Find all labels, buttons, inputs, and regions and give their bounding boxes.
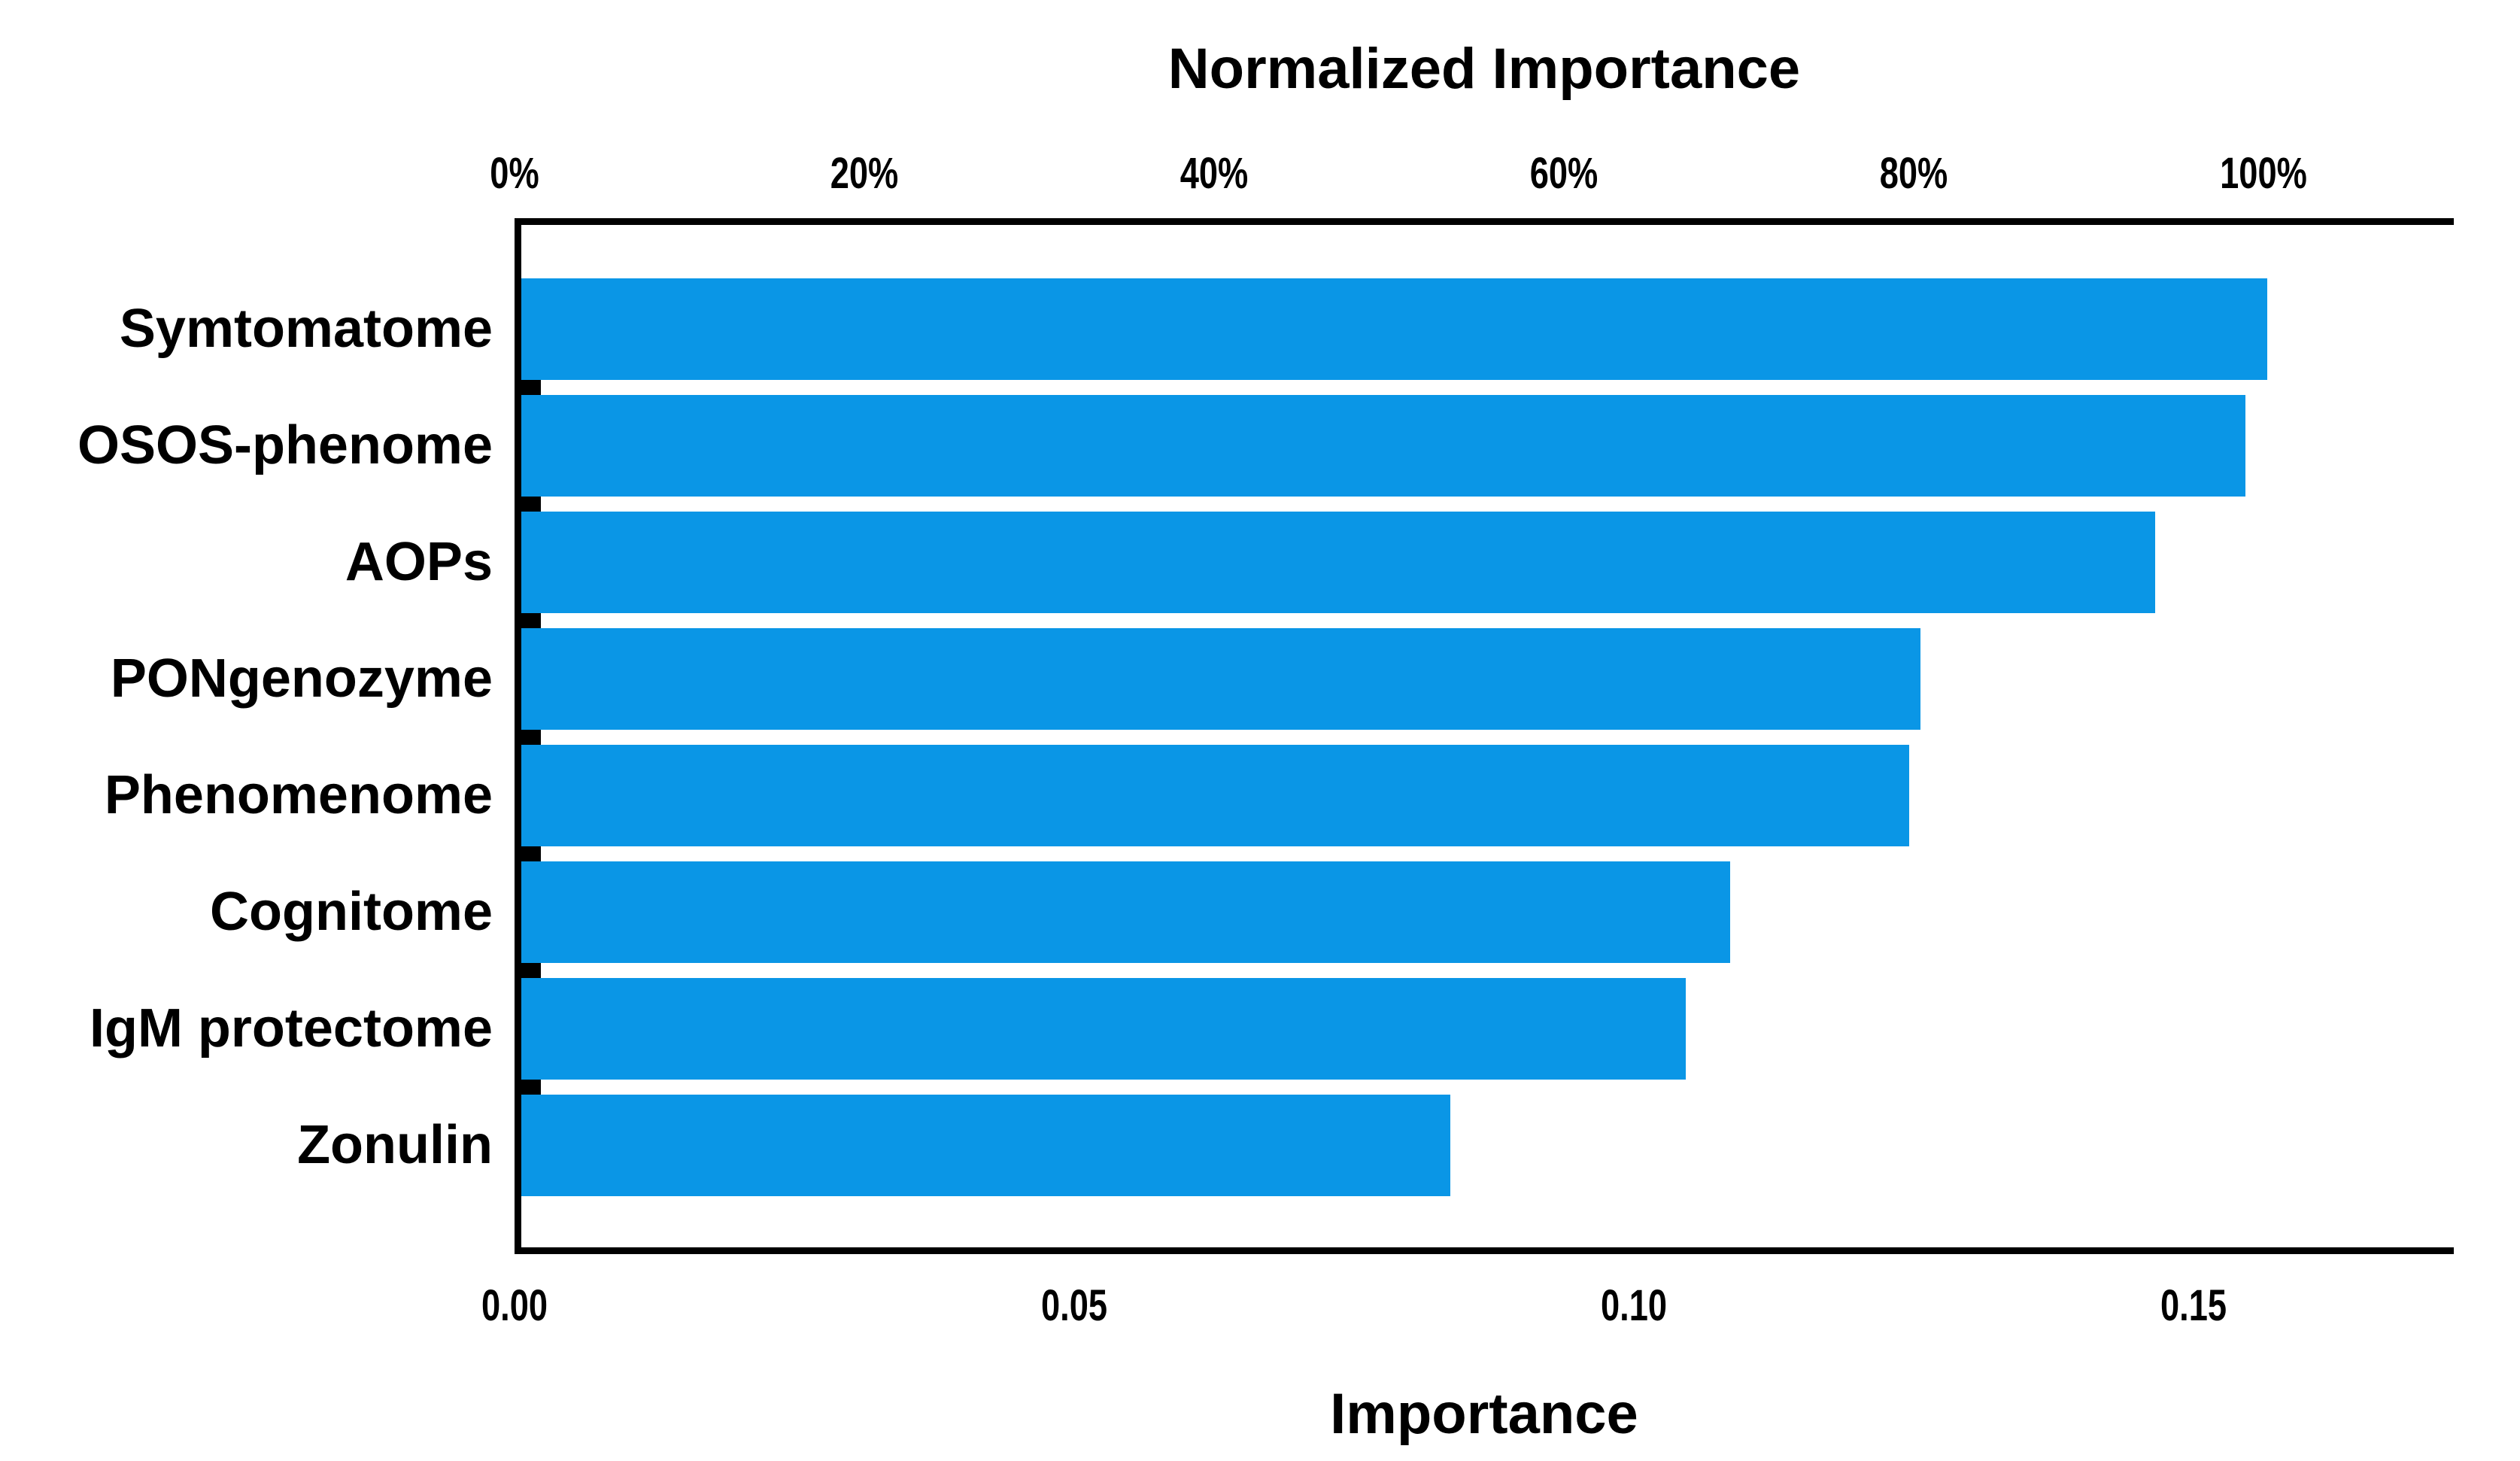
category-boundary-tick xyxy=(521,730,541,745)
plot-area xyxy=(515,218,2454,1254)
top-axis-tick-label: 60% xyxy=(1529,149,1599,198)
category-boundary-tick xyxy=(521,613,541,628)
top-axis-tick-label: 100% xyxy=(2220,149,2307,198)
bar-osos-phenome xyxy=(521,395,2245,497)
bar-symtomatome xyxy=(521,278,2267,380)
top-axis-tick-label: 20% xyxy=(830,149,899,198)
category-label-symtomatome: Symtomatome xyxy=(119,299,493,359)
bottom-axis-tick-label: 0.00 xyxy=(481,1281,548,1330)
category-boundary-tick xyxy=(521,380,541,395)
bar-zonulin xyxy=(521,1095,1450,1196)
bottom-axis-tick-label: 0.15 xyxy=(2160,1281,2227,1330)
category-boundary-tick xyxy=(521,1080,541,1095)
bar-cognitome xyxy=(521,861,1730,963)
top-axis-tick-label: 0% xyxy=(490,149,539,198)
bottom-axis-title: Importance xyxy=(1330,1382,1638,1446)
bar-pongenozyme xyxy=(521,628,1920,730)
category-label-osos-phenome: OSOS-phenome xyxy=(77,415,493,475)
category-label-phenomenome: Phenomenome xyxy=(104,765,493,825)
category-label-pongenozyme: PONgenozyme xyxy=(110,648,493,709)
category-boundary-tick xyxy=(521,846,541,861)
category-label-zonulin: Zonulin xyxy=(297,1115,493,1175)
top-axis-tick-label: 40% xyxy=(1180,149,1249,198)
category-label-igm-protectome: IgM protectome xyxy=(89,998,493,1059)
bar-phenomenome xyxy=(521,745,1909,846)
category-label-cognitome: Cognitome xyxy=(210,882,493,942)
bottom-axis-tick-label: 0.05 xyxy=(1040,1281,1108,1330)
top-axis-title: Normalized Importance xyxy=(1167,37,1801,101)
category-boundary-tick xyxy=(521,497,541,512)
bar-aops xyxy=(521,512,2155,613)
category-boundary-tick xyxy=(521,963,541,978)
category-label-aops: AOPs xyxy=(345,532,493,592)
bottom-axis-tick-label: 0.10 xyxy=(1600,1281,1668,1330)
top-axis-tick-label: 80% xyxy=(1879,149,1948,198)
bar-igm-protectome xyxy=(521,978,1686,1080)
